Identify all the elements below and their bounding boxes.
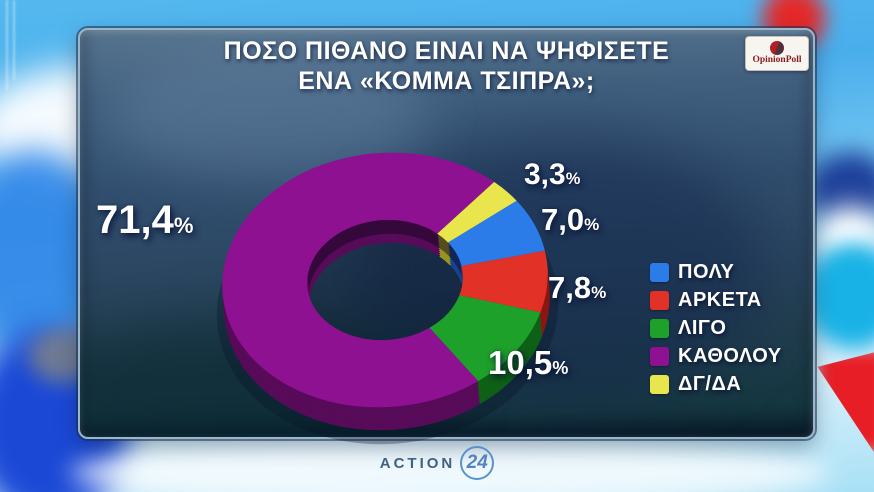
poll-question-title: ΠΟΣΟ ΠΙΘΑΝΟ ΕΙΝΑΙ ΝΑ ΨΗΦΙΣΕΤΕ ΕΝΑ «ΚΟΜΜΑ…	[78, 36, 815, 96]
opinionpoll-logo-icon	[770, 41, 784, 56]
donut-chart	[216, 152, 559, 445]
legend-item-4: ΔΓ/ΔΑ	[650, 374, 782, 394]
callout-value: 10,5	[488, 344, 553, 381]
opinionpoll-logo-text: OpinionPoll	[752, 55, 802, 66]
legend-item-3: ΚΑΘΟΛΟΥ	[650, 346, 782, 366]
percent-sign: %	[584, 215, 600, 234]
channel-logo: ACTION 24	[0, 446, 874, 480]
percent-sign: %	[565, 170, 581, 188]
percent-sign: %	[552, 358, 569, 378]
legend-swatch	[650, 290, 669, 310]
donut-slice	[307, 219, 462, 291]
poll-question-line2: ΕΝΑ «ΚΟΜΜΑ ΤΣΙΠΡΑ»;	[298, 67, 595, 95]
legend-label: ΛΙΓΟ	[678, 317, 727, 339]
callout-value: 3,3	[524, 158, 566, 191]
opinionpoll-badge: OpinionPoll	[745, 36, 809, 71]
legend-swatch	[650, 374, 669, 394]
backdrop-white-band-bottom	[70, 438, 830, 492]
donut-slice	[448, 200, 545, 267]
percent-sign: %	[591, 283, 607, 302]
backdrop-red-triangle-bottom-right	[817, 348, 874, 453]
callout-arketa: 7,8%	[548, 272, 606, 303]
channel-name-text: ACTION	[379, 454, 456, 472]
donut-slice	[459, 250, 548, 313]
donut-slice	[429, 295, 541, 382]
backdrop-light-streak	[6, 0, 8, 90]
legend-item-2: ΛΙΓΟ	[650, 318, 782, 338]
legend-label: ΑΡΚΕΤΑ	[678, 289, 762, 311]
legend-item-1: ΑΡΚΕΤΑ	[650, 290, 782, 310]
callout-value: 7,8	[548, 270, 592, 305]
donut-slice	[437, 181, 517, 243]
percent-sign: %	[173, 213, 194, 238]
legend-swatch	[650, 262, 669, 282]
callout-poly: 7,0%	[541, 204, 599, 235]
channel-number-circle-icon: 24	[460, 446, 495, 480]
legend-swatch	[650, 346, 669, 366]
poll-panel	[78, 28, 815, 439]
callout-value: 7,0	[541, 202, 585, 237]
backdrop-cyan-shape-right	[806, 243, 874, 348]
legend-item-0: ΠΟΛΥ	[650, 262, 782, 282]
poll-question-line1: ΠΟΣΟ ΠΙΘΑΝΟ ΕΙΝΑΙ ΝΑ ΨΗΦΙΣΕΤΕ	[223, 37, 670, 65]
callout-ligo: 10,5%	[488, 346, 568, 379]
legend-label: ΠΟΛΥ	[678, 261, 735, 283]
callout-katholou: 71,4%	[96, 200, 193, 240]
legend-label: ΚΑΘΟΛΟΥ	[678, 345, 782, 367]
callout-value: 71,4	[96, 198, 174, 242]
chart-legend: ΠΟΛΥ ΑΡΚΕΤΑ ΛΙΓΟ ΚΑΘΟΛΟΥ ΔΓ/ΔΑ	[650, 262, 782, 394]
backdrop-light-streak	[13, 0, 15, 80]
legend-swatch	[650, 318, 669, 338]
legend-label: ΔΓ/ΔΑ	[678, 373, 742, 395]
callout-dg-da: 3,3%	[524, 160, 580, 190]
donut-slice	[222, 152, 495, 408]
